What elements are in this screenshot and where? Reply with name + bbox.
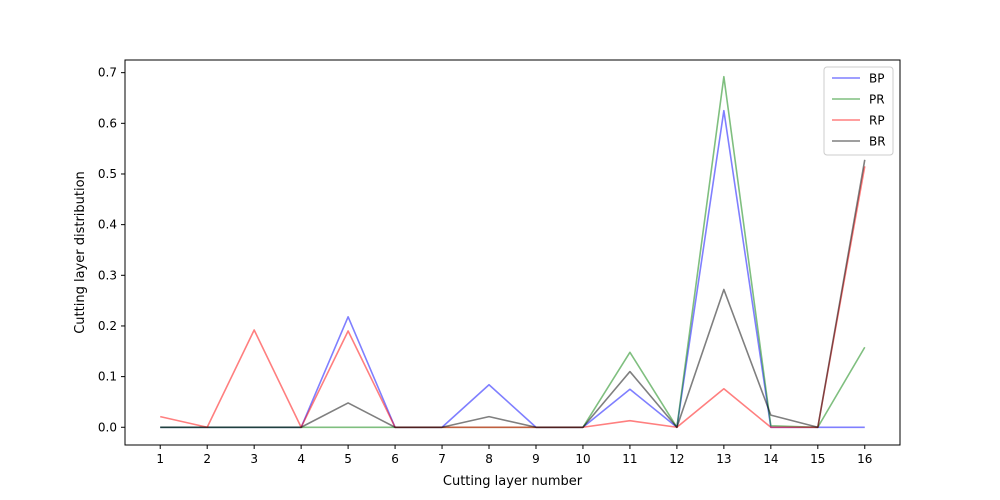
series-line-rp [160, 166, 866, 429]
x-tick-label: 15 [810, 452, 825, 466]
x-tick-label: 1 [156, 452, 164, 466]
legend-box [823, 66, 894, 156]
x-tick-label: 4 [297, 452, 305, 466]
x-tick-label: 9 [532, 452, 540, 466]
series-layer [160, 75, 866, 429]
legend-label: PR [869, 93, 885, 107]
x-tick-label: 13 [716, 452, 731, 466]
x-axis-label: Cutting layer number [443, 474, 583, 489]
series-line-br [160, 159, 866, 429]
y-tick-label: 0.4 [98, 218, 117, 232]
x-tick-label: 7 [438, 452, 446, 466]
x-tick-label: 8 [485, 452, 493, 466]
x-tick-label: 16 [857, 452, 872, 466]
y-tick-label: 0.6 [98, 116, 117, 130]
plot-frame [124, 59, 901, 446]
legend-label: BR [869, 135, 886, 149]
x-axis: 1 2 3 4 5 6 7 8 9 10 11 12 13 14 15 16 [156, 445, 872, 466]
x-tick-label: 14 [763, 452, 778, 466]
x-tick-label: 6 [391, 452, 399, 466]
y-tick-label: 0.2 [98, 319, 117, 333]
y-axis-label: Cutting layer distribution [73, 171, 88, 334]
x-tick-label: 10 [575, 452, 590, 466]
y-tick-label: 0.3 [98, 268, 117, 282]
legend-label: RP [869, 114, 885, 128]
x-tick-label: 2 [203, 452, 211, 466]
x-tick-label: 5 [344, 452, 352, 466]
y-tick-label: 0.7 [98, 66, 117, 80]
legend-label: BP [869, 72, 884, 86]
x-tick-label: 12 [669, 452, 684, 466]
y-tick-label: 0.5 [98, 167, 117, 181]
legend: BP PR RP BR [823, 66, 894, 156]
x-tick-label: 3 [250, 452, 258, 466]
x-tick-label: 11 [622, 452, 637, 466]
y-tick-label: 0.1 [98, 370, 117, 384]
y-axis: 0.0 0.1 0.2 0.3 0.4 0.5 0.6 0.7 [98, 66, 125, 434]
y-tick-label: 0.0 [98, 420, 117, 434]
